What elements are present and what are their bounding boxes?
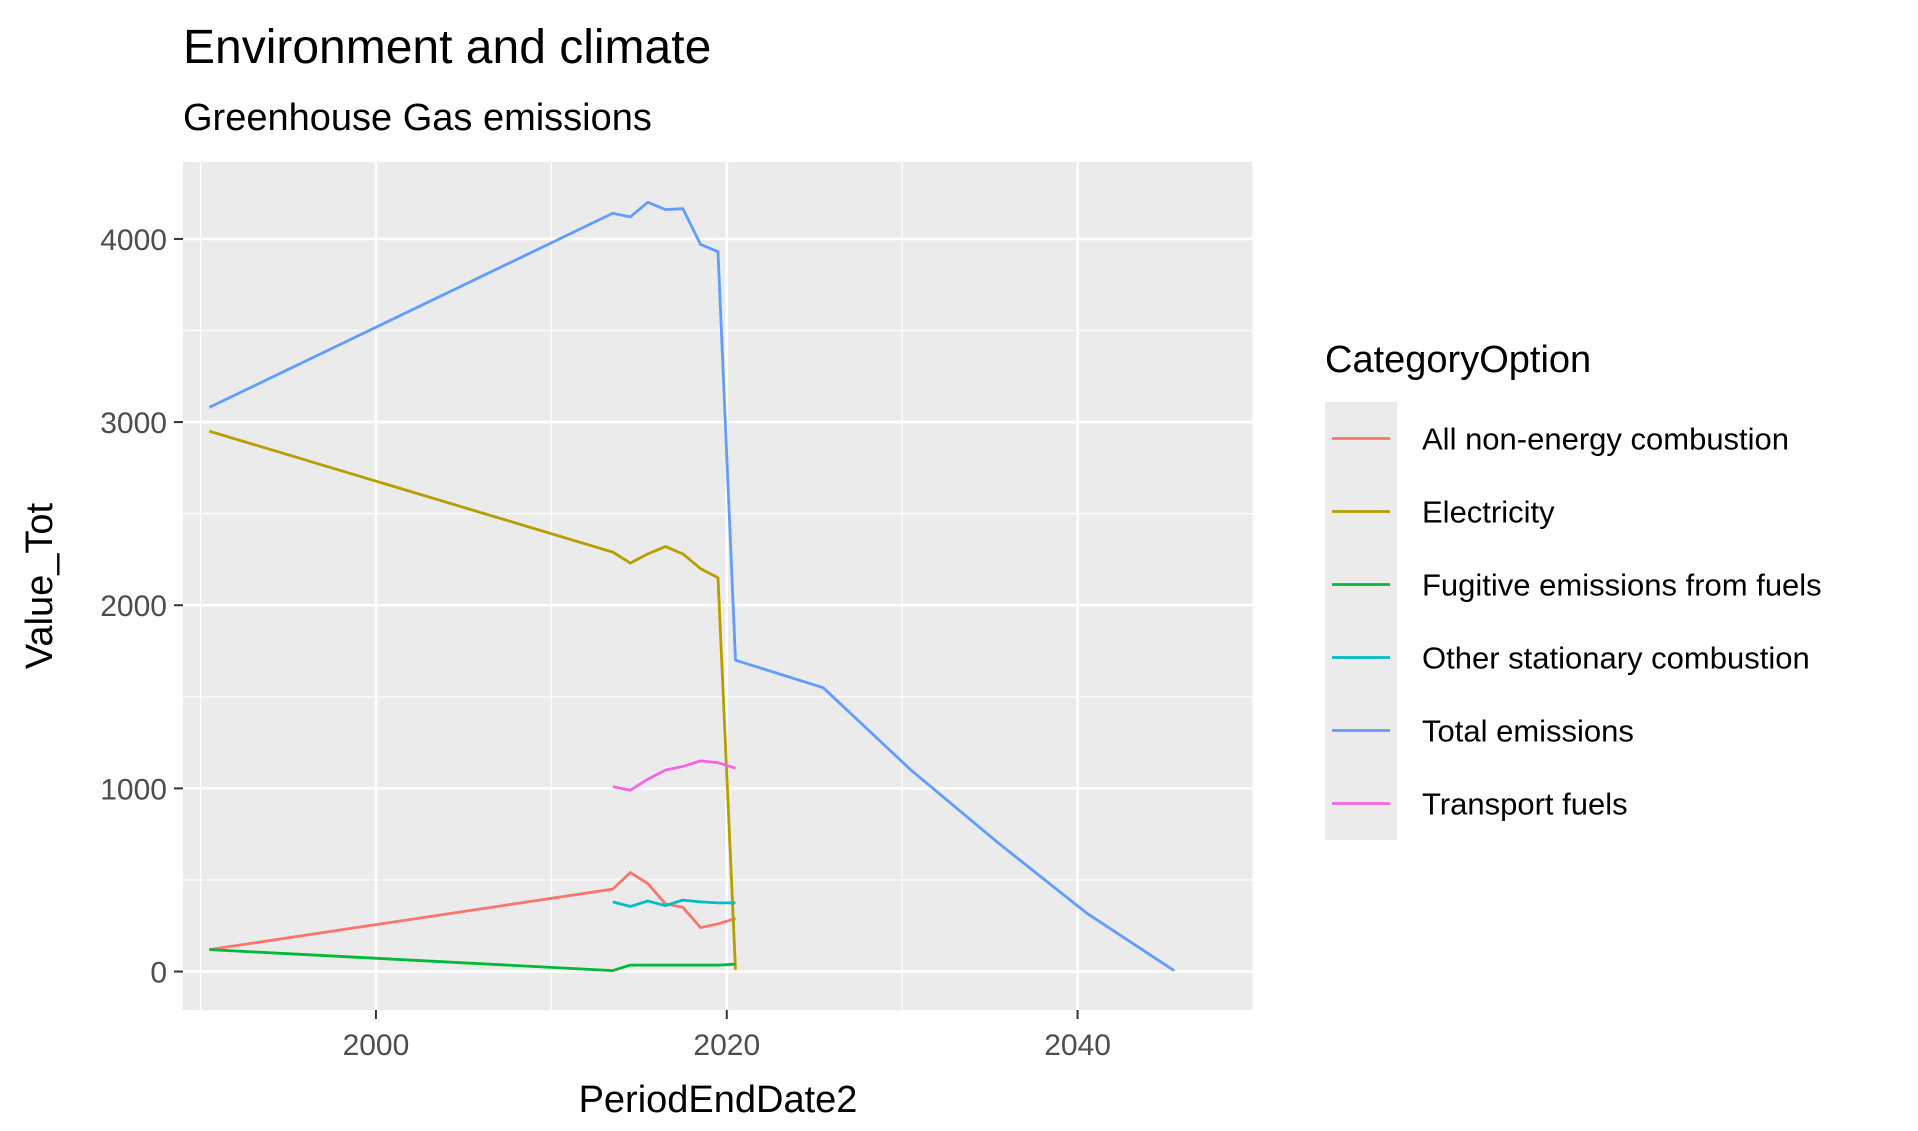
legend-key-background (1325, 402, 1397, 840)
y-tick-label-4: 4000 (100, 224, 167, 257)
series-line-3 (612, 898, 736, 908)
legend-title: CategoryOption (1325, 339, 1591, 381)
series-line-5 (612, 759, 736, 792)
series-line-4 (208, 200, 1175, 972)
legend-label-4: Total emissions (1422, 714, 1634, 749)
series-line-0 (209, 871, 736, 951)
y-axis-title: Value_Tot (19, 502, 61, 669)
series-line-2 (209, 948, 736, 972)
series-layer (208, 200, 1175, 972)
y-tick-label-3: 3000 (100, 407, 167, 440)
legend: All non-energy combustion Electricity Fugi… (1332, 422, 1822, 822)
legend-label-3: Other stationary combustion (1422, 641, 1810, 676)
axis-ticks: 2000 2020 2040 0 1000 2000 3000 4000 (100, 224, 1111, 1062)
x-tick-label-0: 2000 (343, 1029, 410, 1062)
x-axis-title: PeriodEndDate2 (579, 1079, 858, 1121)
legend-label-2: Fugitive emissions from fuels (1422, 568, 1822, 603)
x-tick-label-1: 2020 (693, 1029, 760, 1062)
y-tick-label-0: 0 (150, 957, 167, 990)
grid-minor (183, 162, 1254, 1010)
chart-title: Environment and climate (183, 21, 711, 74)
legend-label-0: All non-energy combustion (1422, 422, 1789, 457)
legend-label-1: Electricity (1422, 495, 1555, 530)
series-line-1 (208, 429, 737, 970)
legend-label-5: Transport fuels (1422, 787, 1628, 822)
y-tick-label-1: 1000 (100, 773, 167, 806)
y-tick-label-2: 2000 (100, 590, 167, 623)
chart-subtitle: Greenhouse Gas emissions (183, 97, 652, 139)
x-tick-label-2: 2040 (1044, 1029, 1111, 1062)
